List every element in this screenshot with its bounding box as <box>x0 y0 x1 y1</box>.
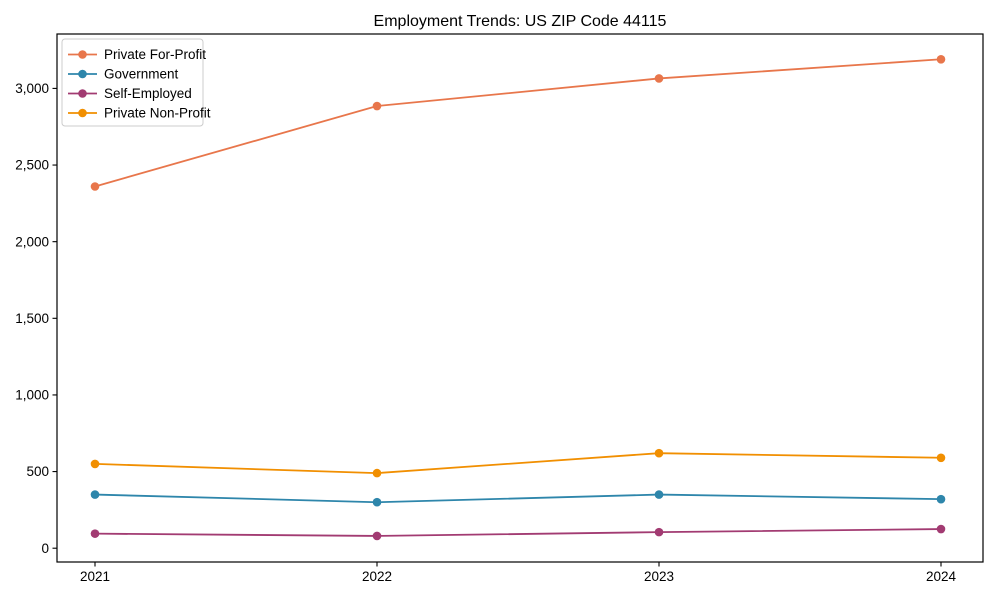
data-point-marker <box>90 490 100 499</box>
data-point-marker <box>936 453 946 463</box>
series-line <box>94 452 942 475</box>
data-point-marker <box>90 529 100 538</box>
series-self-employed <box>90 524 946 541</box>
x-tick-label: 2022 <box>362 569 392 584</box>
chart-title: Employment Trends: US ZIP Code 44115 <box>374 13 667 30</box>
plot-area-border <box>56 33 984 563</box>
legend-entry-government: Government <box>68 67 179 82</box>
legend-entry-private-for-profit: Private For-Profit <box>68 47 206 62</box>
series-line <box>94 528 942 537</box>
x-tick-label: 2021 <box>80 569 110 584</box>
legend-marker-icon <box>78 89 87 98</box>
legend-marker-icon <box>78 108 87 118</box>
data-point-marker <box>936 524 946 534</box>
data-point-marker <box>936 54 946 64</box>
data-point-marker <box>372 101 382 111</box>
y-tick-label: 3,000 <box>15 81 49 96</box>
series-line <box>94 58 942 188</box>
data-point-marker <box>654 448 664 458</box>
data-point-marker <box>936 494 946 504</box>
legend-label: Self-Employed <box>104 86 192 101</box>
legend-entry-private-non-profit: Private Non-Profit <box>68 106 211 121</box>
series-private-non-profit <box>90 448 946 478</box>
legend-marker-icon <box>78 69 87 79</box>
legend-entry-self-employed: Self-Employed <box>68 86 192 101</box>
legend-label: Private For-Profit <box>104 47 206 62</box>
data-point-marker <box>90 459 100 469</box>
y-tick-label: 0 <box>41 541 49 556</box>
y-tick-label: 1,000 <box>15 388 49 403</box>
series-government <box>90 490 946 507</box>
series-group <box>90 54 946 541</box>
x-tick-label: 2024 <box>926 569 957 584</box>
data-point-marker <box>372 468 382 478</box>
y-tick-label: 500 <box>26 464 49 479</box>
data-point-marker <box>372 497 382 507</box>
axes-ticks: 0 500 1,000 1,500 2,000 2,500 3,000 2021 2022 202… <box>15 81 956 584</box>
x-tick-label: 2023 <box>644 569 674 584</box>
data-point-marker <box>654 527 664 537</box>
y-tick-label: 2,500 <box>15 158 49 173</box>
legend-label: Private Non-Profit <box>104 106 211 121</box>
series-line <box>94 493 942 504</box>
legend-label: Government <box>104 67 179 82</box>
legend-box <box>61 38 204 127</box>
y-tick-label: 2,000 <box>15 234 49 249</box>
legend-marker-icon <box>78 50 87 59</box>
legend: Private For-Profit Government Self-Employe… <box>61 38 211 127</box>
data-point-marker <box>372 531 382 541</box>
data-point-marker <box>654 74 664 83</box>
y-tick-label: 1,500 <box>15 311 49 326</box>
data-point-marker <box>654 490 664 499</box>
data-point-marker <box>90 182 100 191</box>
series-private-for-profit <box>90 54 946 191</box>
